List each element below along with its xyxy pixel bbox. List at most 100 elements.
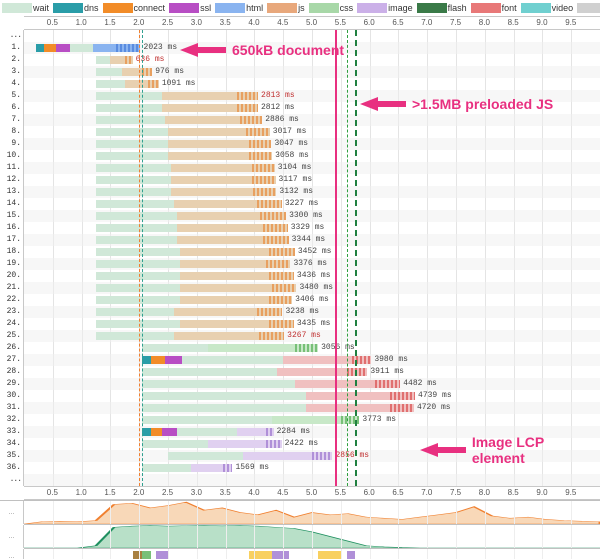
legend-label: flash — [448, 3, 467, 13]
row-number: 17. — [0, 234, 23, 246]
segment-image-dl — [266, 428, 274, 436]
segment-js-dl — [142, 68, 152, 76]
legend-swatch — [521, 3, 551, 13]
row-number: 26. — [0, 342, 23, 354]
legend-connect: connect — [101, 0, 168, 16]
legend-swatch — [53, 3, 83, 13]
segment-js — [171, 164, 252, 172]
row-number: 5. — [0, 90, 23, 102]
request-row[interactable]: 3344 ms — [24, 234, 600, 246]
request-row[interactable]: 3773 ms — [24, 414, 600, 426]
thread-block — [133, 551, 142, 559]
timing-label: 4720 ms — [417, 402, 451, 414]
request-row[interactable]: 3911 ms — [24, 366, 600, 378]
arrow-icon — [360, 97, 378, 111]
row-number: 20. — [0, 270, 23, 282]
timing-label: 3300 ms — [289, 210, 323, 222]
request-row[interactable]: 3300 ms — [24, 210, 600, 222]
request-row[interactable]: 4739 ms — [24, 390, 600, 402]
request-row[interactable]: 2886 ms — [24, 114, 600, 126]
row-number: 22. — [0, 294, 23, 306]
segment-wait — [142, 404, 306, 412]
timing-label: 2284 ms — [277, 426, 311, 438]
segment-wait — [96, 188, 171, 196]
legend-label: ssl — [200, 3, 211, 13]
request-row[interactable]: 3058 ms — [24, 150, 600, 162]
timing-label: 3911 ms — [370, 366, 404, 378]
axis-tick: 4.0 — [248, 18, 259, 27]
timing-label: 3773 ms — [362, 414, 396, 426]
axis-tick: 2.0 — [133, 18, 144, 27]
request-row[interactable]: 3480 ms — [24, 282, 600, 294]
segment-js-dl — [269, 248, 295, 256]
segment-image-dl — [266, 440, 282, 448]
segment-wait — [142, 368, 277, 376]
request-row[interactable]: 976 ms — [24, 66, 600, 78]
request-row[interactable]: 4482 ms — [24, 378, 600, 390]
waterfall-chart: waitdnsconnectsslhtmljscssimageflashfont… — [0, 0, 600, 559]
thread-block — [142, 551, 151, 559]
thread-block — [318, 551, 341, 559]
request-row[interactable]: 3227 ms — [24, 198, 600, 210]
row-number: 13. — [0, 186, 23, 198]
segment-js — [171, 176, 252, 184]
time-axis-bottom: 0.51.01.52.02.53.03.54.04.55.05.56.06.57… — [24, 486, 600, 500]
request-row[interactable]: 3238 ms — [24, 306, 600, 318]
row-number: 14. — [0, 198, 23, 210]
row-number: 28. — [0, 366, 23, 378]
request-row[interactable]: 3267 ms — [24, 330, 600, 342]
segment-js-dl — [269, 320, 294, 328]
request-row[interactable]: 3056 ms — [24, 342, 600, 354]
request-row[interactable]: 3329 ms — [24, 222, 600, 234]
axis-tick: 9.5 — [565, 18, 576, 27]
segment-font-dl — [390, 404, 414, 412]
segment-js-dl — [249, 140, 272, 148]
segment-wait — [96, 236, 177, 244]
request-row[interactable] — [24, 30, 600, 42]
legend-label: connect — [134, 3, 166, 13]
timing-bar — [142, 464, 232, 472]
request-row[interactable]: 4720 ms — [24, 402, 600, 414]
request-row[interactable]: 1091 ms — [24, 78, 600, 90]
segment-js-dl — [125, 56, 133, 64]
request-row[interactable]: 3017 ms — [24, 126, 600, 138]
request-row[interactable]: 3435 ms — [24, 318, 600, 330]
row-number: 9. — [0, 138, 23, 150]
request-row[interactable]: 3436 ms — [24, 270, 600, 282]
timing-bar — [96, 308, 283, 316]
row-number: 21. — [0, 282, 23, 294]
segment-js-dl — [252, 164, 275, 172]
request-row[interactable]: 3406 ms — [24, 294, 600, 306]
arrow-tail — [438, 447, 466, 453]
axis-tick: 3.5 — [220, 488, 231, 497]
request-row[interactable]: 3980 ms — [24, 354, 600, 366]
request-row[interactable]: 3452 ms — [24, 246, 600, 258]
row-number: 27. — [0, 354, 23, 366]
request-row[interactable]: 3376 ms — [24, 258, 600, 270]
thread-block — [347, 551, 356, 559]
marker-lcp — [335, 30, 337, 486]
axis-tick: 2.0 — [133, 488, 144, 497]
timing-label: 3056 ms — [321, 342, 355, 354]
axis-tick: 7.0 — [421, 488, 432, 497]
panel-label: ... — [0, 549, 24, 559]
timing-bar — [96, 152, 272, 160]
request-row[interactable]: 3104 ms — [24, 162, 600, 174]
timing-label: 3267 ms — [287, 330, 321, 342]
request-row[interactable]: 3132 ms — [24, 186, 600, 198]
segment-js — [162, 92, 237, 100]
timing-bar — [142, 368, 367, 376]
request-row[interactable]: 3047 ms — [24, 138, 600, 150]
arrow-icon — [180, 43, 198, 57]
segment-css-dl — [295, 344, 318, 352]
segment-image-dl — [223, 464, 233, 472]
segment-wait — [96, 80, 125, 88]
legend-swatch — [2, 3, 32, 13]
request-row[interactable]: 3117 ms — [24, 174, 600, 186]
request-row[interactable] — [24, 474, 600, 486]
row-number: 7. — [0, 114, 23, 126]
segment-wait — [96, 272, 180, 280]
timing-bar — [142, 380, 400, 388]
annotation-text: 650kB document — [232, 42, 344, 58]
segment-wait — [142, 416, 272, 424]
